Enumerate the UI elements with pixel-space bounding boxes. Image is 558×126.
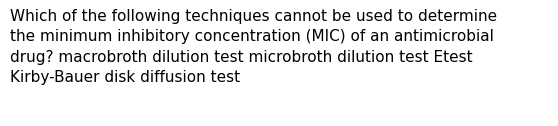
Text: Which of the following techniques cannot be used to determine
the minimum inhibi: Which of the following techniques cannot…	[10, 9, 497, 85]
